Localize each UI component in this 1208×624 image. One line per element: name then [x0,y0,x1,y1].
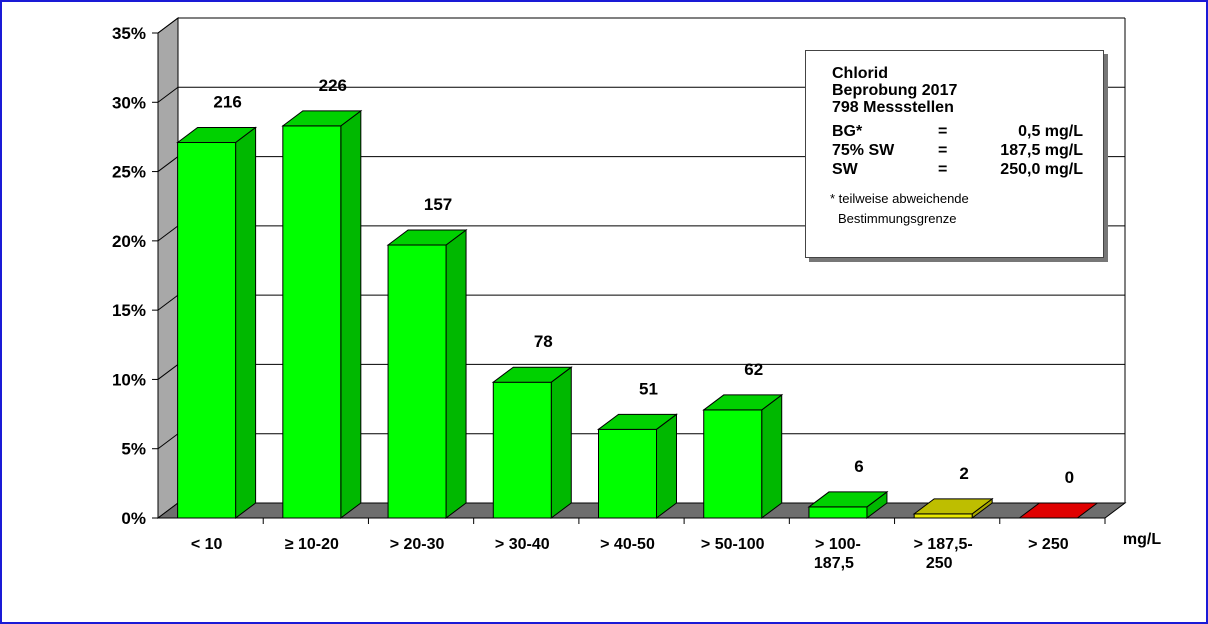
gridline-side [157,17,179,34]
bar-side [235,126,257,519]
bar-top [281,110,363,127]
y-tick-label: 35% [112,24,146,43]
info-title-line-1: Chlorid [832,65,888,82]
x-tick-label: 250 [926,555,953,572]
bar [177,141,237,519]
bar [492,381,552,519]
x-tick-label: > 40-50 [600,536,655,553]
x-tick-label: > 30-40 [495,536,550,553]
bar-side [550,366,572,519]
info-row-eq-75sw: = [938,142,948,159]
gridline-side [157,433,179,450]
bar-top [597,413,678,430]
bar [598,428,657,519]
info-title-line-3: 798 Messstellen [832,99,954,116]
data-label: 2 [959,464,968,483]
bar-side [340,109,362,519]
info-row-eq-bg: = [938,123,948,140]
data-label: 157 [424,195,452,214]
info-row-value-sw: 250,0 mg/L [1000,161,1083,178]
y-tick-label: 30% [112,93,146,112]
gridline-side [157,156,179,172]
y-tick-label: 15% [112,301,146,320]
y-tick-label: 10% [112,370,146,389]
info-row-key-75sw: 75% SW [832,142,895,159]
bar-top [176,126,258,143]
x-tick-label: > 250 [1028,536,1069,553]
info-row-value-bg: 0,5 mg/L [1018,123,1083,140]
x-tick-label: ≥ 10-20 [285,536,339,553]
gridline-side [157,225,179,242]
bar-top [912,498,994,515]
y-tick-label: 0% [121,509,146,528]
bar-side [445,229,467,519]
info-row-value-75sw: 187,5 mg/L [1000,142,1083,159]
info-title-line-2: Beprobung 2017 [832,82,958,99]
bar [387,244,447,519]
x-unit-label: mg/L [1123,531,1161,548]
info-row-eq-sw: = [938,161,948,178]
x-tick-label: > 50-100 [701,536,765,553]
bar [703,409,763,519]
chart-info-box: Chlorid Beprobung 2017 798 Messstellen B… [805,50,1104,258]
x-tick-label: > 187,5- [914,536,973,553]
bar-top [807,491,889,508]
x-tick-label: > 20-30 [390,536,445,553]
bar-side [761,393,783,519]
bar-side [656,413,677,519]
bar [913,513,973,519]
info-note-line-1: * teilweise abweichende [830,191,969,206]
gridline-side [157,364,179,380]
plot-side-wall [157,17,179,519]
x-tick-label: < 10 [191,536,223,553]
info-row-key-sw: SW [832,161,858,178]
data-label: 226 [319,76,347,95]
bar-top [491,366,573,383]
x-tick-label: > 100- [815,536,861,553]
data-label: 51 [639,379,658,398]
data-label: 78 [534,332,553,351]
bar [282,125,342,519]
data-label: 216 [213,92,241,111]
gridline-side [157,86,179,103]
bar-top [702,394,784,411]
y-tick-label: 5% [121,440,146,459]
x-tick-label: 187,5 [814,555,854,572]
data-label: 0 [1065,468,1074,487]
bar [1017,502,1099,519]
data-label: 62 [744,360,763,379]
y-tick-label: 20% [112,232,146,251]
y-tick-label: 25% [112,163,146,182]
bar-top [386,229,468,246]
info-row-key-bg: BG* [832,123,863,140]
info-note-line-2: Bestimmungsgrenze [838,211,957,226]
bar [808,506,868,519]
data-label: 6 [854,457,863,476]
gridline-side [157,294,179,311]
